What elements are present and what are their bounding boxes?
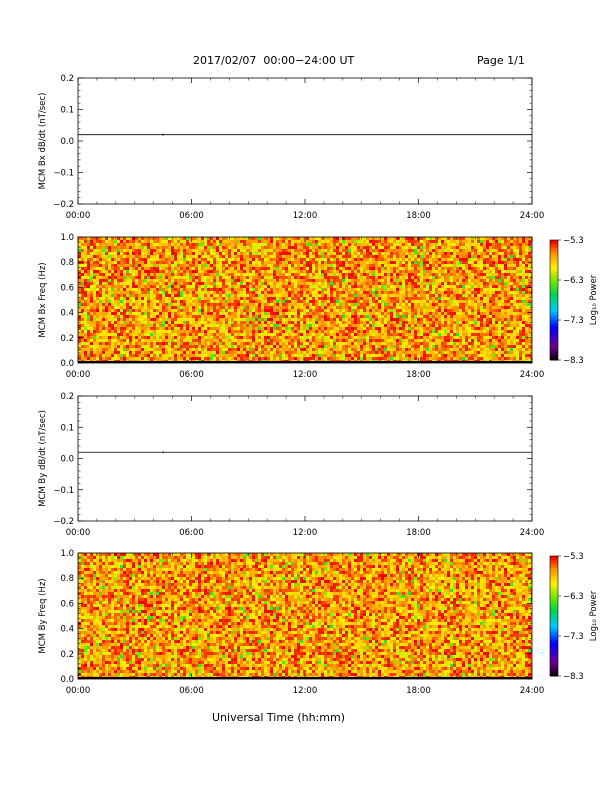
y-tick-label: −0.1: [53, 169, 74, 179]
x-tick-label: 24:00: [520, 211, 545, 221]
y-tick-label: 0.2: [60, 650, 74, 660]
colorbar-tick-label: −8.3: [563, 356, 584, 366]
panel-2: −5.3 −6.3 −7.3 −8.3 Log₁₀ Power 1.0 0.8 0.6 0.4 0…: [38, 233, 599, 380]
colorbar-tick-label: −7.3: [563, 632, 584, 642]
y-tick-label: 0.2: [60, 392, 74, 402]
y-tick-label: −0.2: [53, 200, 74, 210]
y-tick-label: −0.1: [53, 486, 74, 496]
y-axis-label: MCM Bx dB/dt (nT/sec): [38, 93, 48, 190]
y-tick-label: 0.8: [60, 258, 74, 268]
x-tick-label: 12:00: [293, 528, 318, 538]
colorbar-tick-label: −8.3: [563, 672, 584, 682]
y-tick-label: 0.0: [60, 359, 74, 369]
y-tick-label: 0.4: [60, 309, 74, 319]
y-tick-label: 1.0: [60, 549, 74, 559]
plot-frame: [77, 395, 533, 522]
x-tick-label: 12:00: [293, 686, 318, 696]
y-tick-label: 0.6: [60, 599, 74, 609]
colorbar-tick-label: −5.3: [563, 552, 584, 562]
y-tick-label: 0.1: [60, 423, 74, 433]
y-tick-label: −0.2: [53, 517, 74, 527]
colorbar-tick-label: −6.3: [563, 276, 584, 286]
y-tick-label: 0.0: [60, 137, 74, 147]
colorbar-tick-label: −5.3: [563, 236, 584, 246]
page-title: 2017/02/07 00:00−24:00 UT: [193, 54, 355, 67]
x-tick-label: 06:00: [179, 686, 204, 696]
colorbar-tick-label: −6.3: [563, 592, 584, 602]
x-tick-label: 12:00: [293, 211, 318, 221]
x-tick-label: 00:00: [66, 370, 91, 380]
colorbar-label: Log₁₀ Power: [589, 590, 599, 641]
spectrogram-2: [78, 237, 532, 363]
y-tick-label: 0.0: [60, 455, 74, 465]
colorbar-2: −5.3 −6.3 −7.3 −8.3 Log₁₀ Power: [549, 236, 599, 366]
x-tick-label: 12:00: [293, 370, 318, 380]
x-tick-label: 24:00: [520, 528, 545, 538]
y-tick-label: 0.1: [60, 106, 74, 116]
y-tick-label: 0.2: [60, 334, 74, 344]
panel-3: 0.2 0.1 0.0 −0.1 −0.200:00 06:00 12:00 18:00 24:…: [38, 392, 544, 538]
x-tick-label: 18:00: [406, 686, 431, 696]
colorbar-label: Log₁₀ Power: [589, 274, 599, 325]
y-tick-label: 0.2: [60, 74, 74, 84]
page-number: Page 1/1: [477, 54, 525, 67]
spectrogram-4: [78, 553, 532, 679]
y-axis-label: MCM By dB/dt (nT/sec): [38, 410, 48, 507]
x-tick-label: 06:00: [179, 370, 204, 380]
x-tick-label: 18:00: [406, 528, 431, 538]
y-tick-label: 0.6: [60, 283, 74, 293]
colorbar-4: −5.3 −6.3 −7.3 −8.3 Log₁₀ Power: [549, 552, 599, 682]
x-tick-label: 24:00: [520, 370, 545, 380]
x-tick-label: 00:00: [66, 211, 91, 221]
panel-4: −5.3 −6.3 −7.3 −8.3 Log₁₀ Power 1.0 0.8 0.6 0.4 0…: [38, 549, 599, 696]
x-tick-label: 00:00: [66, 528, 91, 538]
x-tick-label: 18:00: [406, 370, 431, 380]
x-tick-label: 06:00: [179, 211, 204, 221]
x-axis-label: Universal Time (hh:mm): [212, 711, 345, 724]
x-tick-label: 00:00: [66, 686, 91, 696]
y-tick-label: 0.0: [60, 675, 74, 685]
x-tick-label: 06:00: [179, 528, 204, 538]
colorbar-tick-label: −7.3: [563, 316, 584, 326]
y-tick-label: 1.0: [60, 233, 74, 243]
x-tick-label: 24:00: [520, 686, 545, 696]
plot-frame: [77, 77, 533, 205]
y-tick-label: 0.4: [60, 625, 74, 635]
panel-1: 0.2 0.1 0.0 −0.1 −0.200:00 06:00 12:00 18:00 24:…: [38, 74, 544, 221]
y-axis-label: MCM By Freq (Hz): [38, 578, 48, 653]
y-tick-label: 0.8: [60, 574, 74, 584]
x-tick-label: 18:00: [406, 211, 431, 221]
y-axis-label: MCM Bx Freq (Hz): [38, 262, 48, 337]
